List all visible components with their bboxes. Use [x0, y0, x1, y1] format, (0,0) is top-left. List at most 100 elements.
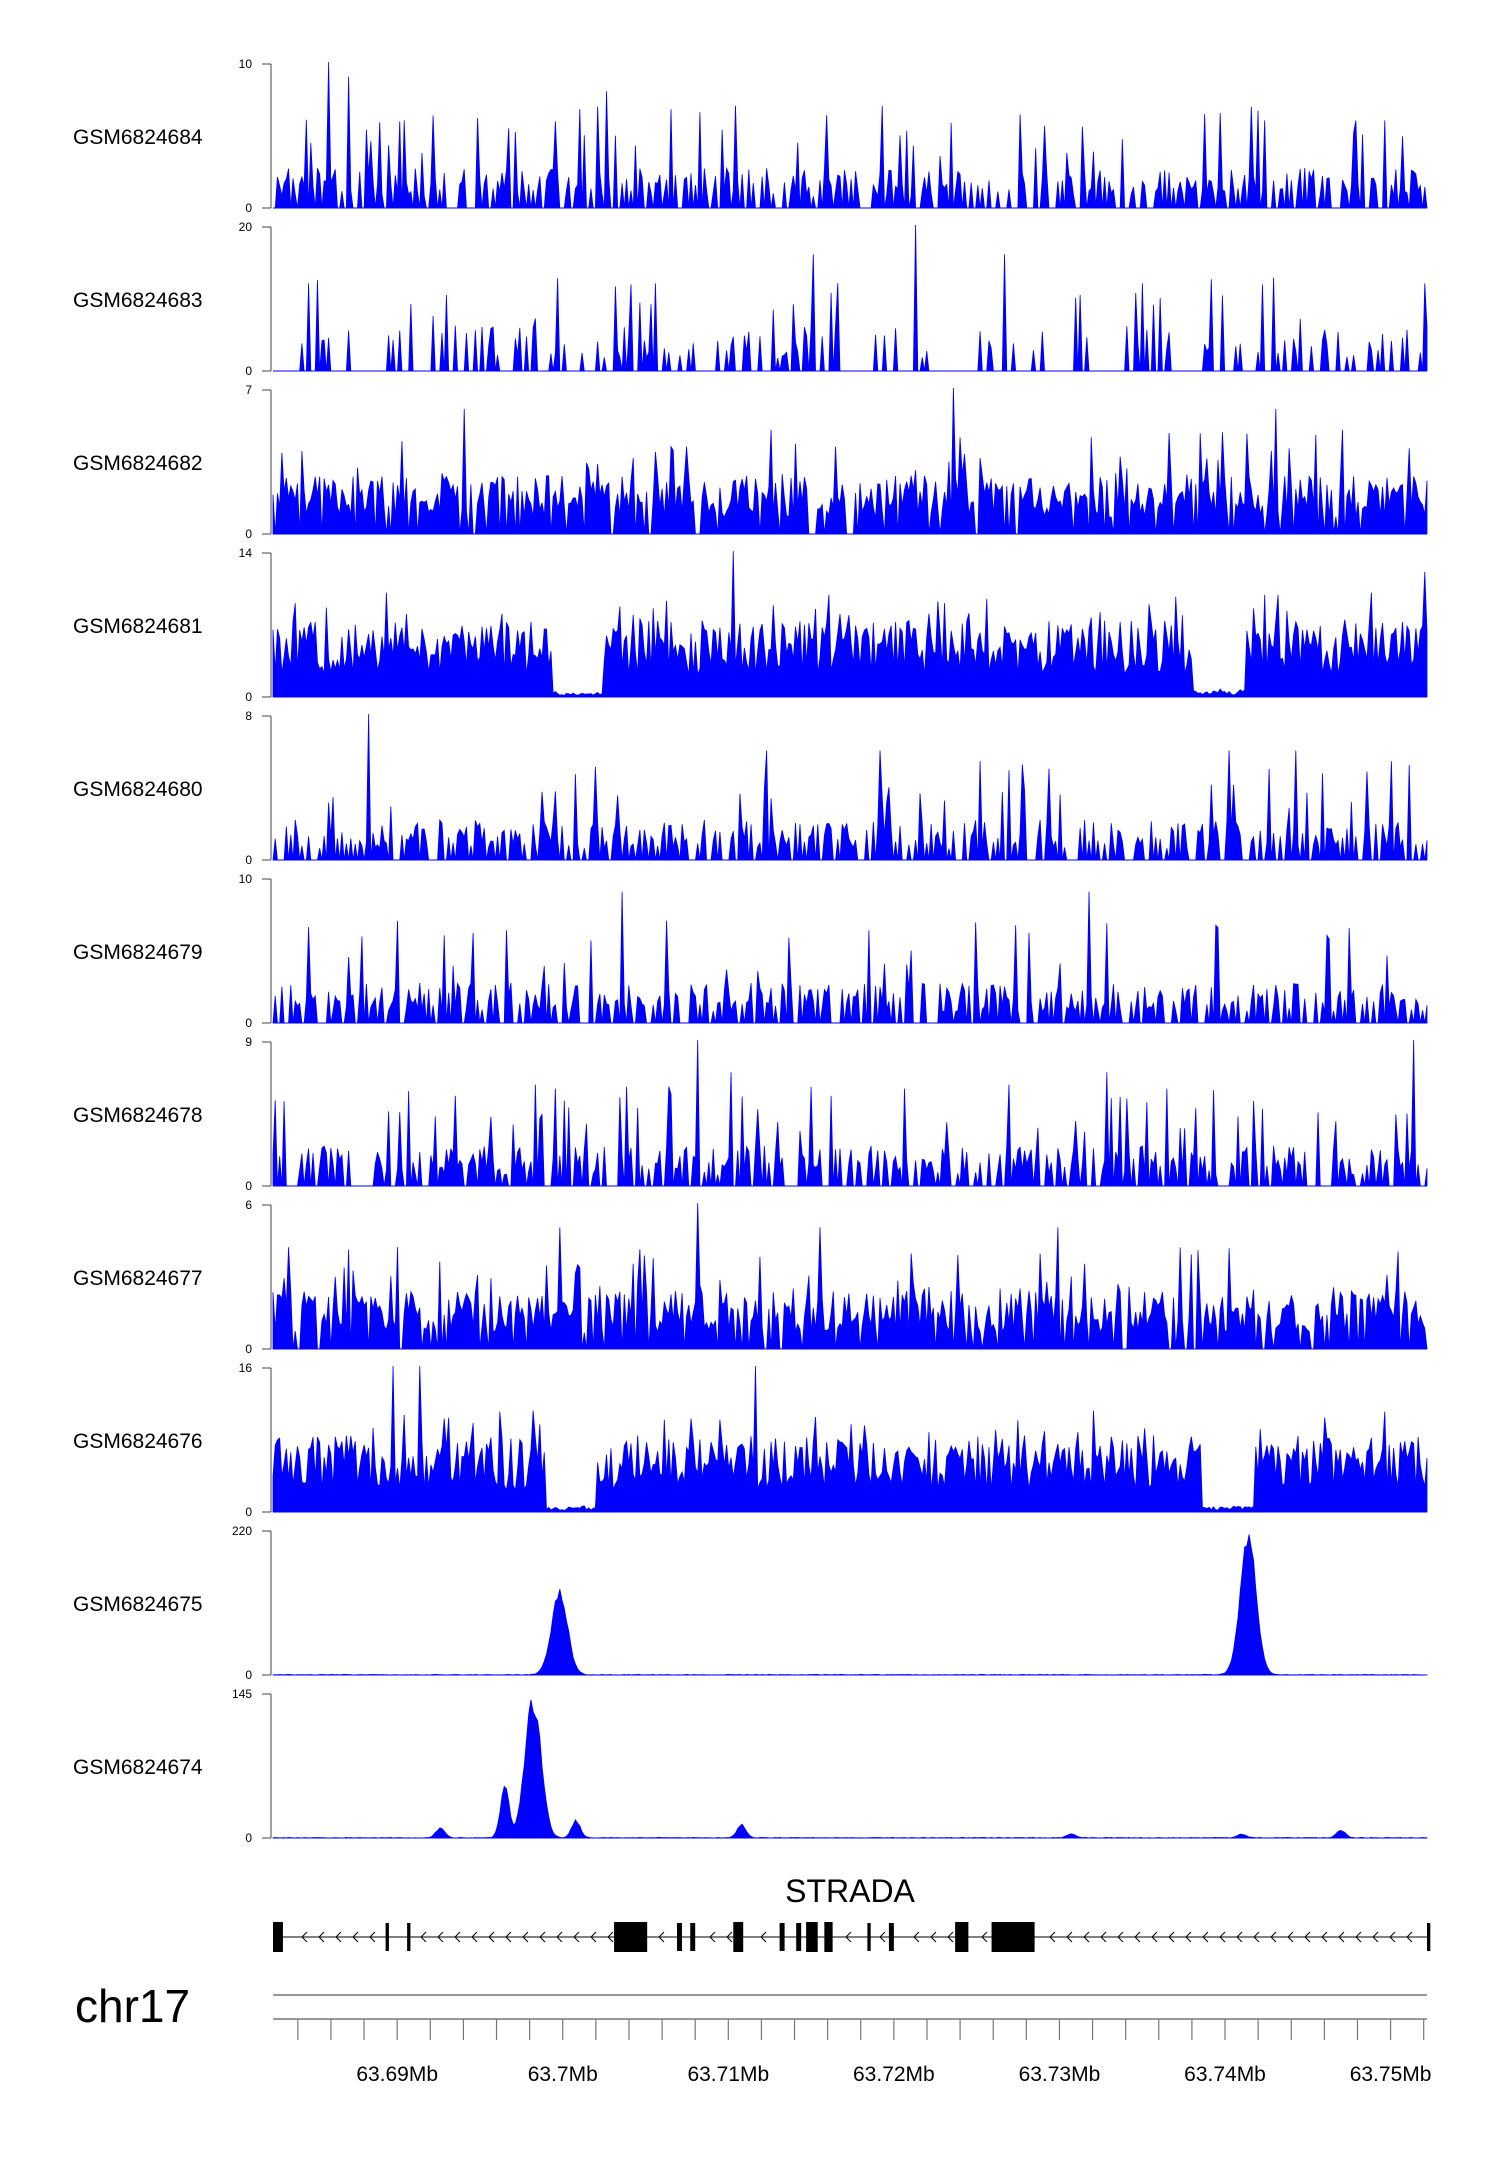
exon [806, 1922, 818, 1952]
strand-arrow [760, 1931, 767, 1943]
strand-arrow [556, 1931, 563, 1943]
strand-arrow [590, 1931, 597, 1943]
strand-arrow [335, 1931, 342, 1943]
track-label: GSM6824678 [73, 1104, 203, 1127]
x-tick-label: 63.72Mb [853, 2063, 935, 2086]
strand-arrow [539, 1931, 546, 1943]
y-max-label: 14 [239, 546, 253, 560]
track-label: GSM6824680 [73, 778, 203, 801]
coverage-area [272, 1699, 1428, 1839]
coverage-area [272, 550, 1428, 698]
y-max-label: 7 [245, 383, 252, 397]
track-label: GSM6824679 [73, 941, 203, 964]
track-label: GSM6824683 [73, 289, 203, 312]
strand-arrow [1219, 1931, 1226, 1943]
strand-arrow [1168, 1931, 1175, 1943]
exon [676, 1923, 682, 1951]
track-GSM6824683: GSM6824683 20 0 [73, 220, 1428, 378]
exon [779, 1923, 785, 1951]
track-label: GSM6824675 [73, 1593, 203, 1616]
strand-arrow [522, 1931, 529, 1943]
strand-arrow [1066, 1931, 1073, 1943]
strand-arrow [1270, 1931, 1277, 1943]
track-label: GSM6824682 [73, 452, 203, 475]
y-min-label: 0 [245, 527, 252, 541]
exon [733, 1922, 744, 1952]
strand-arrow [471, 1931, 478, 1943]
x-tick-label: 63.7Mb [528, 2063, 598, 2086]
y-max-label: 10 [239, 57, 253, 71]
track-GSM6824678: GSM6824678 9 0 [73, 1035, 1428, 1193]
y-min-label: 0 [245, 690, 252, 704]
y-min-label: 0 [245, 201, 252, 215]
y-min-label: 0 [245, 1831, 252, 1845]
coverage-area [272, 891, 1428, 1024]
track-GSM6824682: GSM6824682 7 0 [73, 383, 1428, 541]
coverage-area [272, 713, 1428, 861]
strand-arrow [1406, 1931, 1413, 1943]
strand-arrow [1389, 1931, 1396, 1943]
strand-arrow [301, 1931, 308, 1943]
track-label: GSM6824684 [73, 126, 203, 149]
y-max-label: 220 [232, 1524, 252, 1538]
x-tick-label: 63.73Mb [1019, 2063, 1101, 2086]
y-max-label: 9 [245, 1035, 252, 1049]
track-label: GSM6824677 [73, 1267, 203, 1290]
track-GSM6824680: GSM6824680 8 0 [73, 709, 1428, 867]
strand-arrow [1287, 1931, 1294, 1943]
strand-arrow [1202, 1931, 1209, 1943]
strand-arrow [1372, 1931, 1379, 1943]
strand-arrow [573, 1931, 580, 1943]
strand-arrow [947, 1931, 954, 1943]
exon [867, 1923, 871, 1951]
strand-arrow [1236, 1931, 1243, 1943]
exon [824, 1922, 833, 1952]
coverage-area [273, 224, 1428, 372]
track-GSM6824681: GSM6824681 14 0 [73, 546, 1428, 704]
track-GSM6824684: GSM6824684 10 0 [73, 57, 1428, 215]
gene-track: STRADA [273, 1873, 1431, 1952]
track-GSM6824679: GSM6824679 10 0 [73, 872, 1428, 1030]
x-tick-label: 63.75Mb [1350, 2063, 1432, 2086]
strand-arrow [352, 1931, 359, 1943]
coverage-area [272, 387, 1428, 535]
strand-arrow [437, 1931, 444, 1943]
strand-arrow [879, 1931, 886, 1943]
y-max-label: 8 [245, 709, 252, 723]
exon [273, 1922, 283, 1952]
x-tick-label: 63.71Mb [687, 2063, 769, 2086]
strand-arrow [726, 1931, 733, 1943]
track-GSM6824675: GSM6824675 220 0 [73, 1524, 1428, 1682]
strand-arrow [1321, 1931, 1328, 1943]
y-min-label: 0 [245, 1668, 252, 1682]
axis-marks: 63.69Mb 63.7Mb 63.71Mb 63.72Mb 63.73Mb 63.74M… [273, 1994, 1432, 2086]
track-label: GSM6824681 [73, 615, 203, 638]
strand-arrow [369, 1931, 376, 1943]
track-GSM6824676: GSM6824676 16 0 [73, 1361, 1428, 1519]
track-label: GSM6824674 [73, 1756, 203, 1779]
x-tick-label: 63.69Mb [356, 2063, 438, 2086]
gene-label: STRADA [785, 1873, 915, 1909]
strand-arrow [607, 1931, 614, 1943]
y-max-label: 6 [245, 1198, 252, 1212]
y-min-label: 0 [245, 1505, 252, 1519]
exon [690, 1923, 696, 1951]
exon [955, 1922, 969, 1952]
y-min-label: 0 [245, 1342, 252, 1356]
coverage-tracks: GSM6824684100GSM6824683200GSM682468270GS… [73, 57, 1428, 1845]
strand-arrow [658, 1931, 665, 1943]
strand-arrow [709, 1931, 716, 1943]
y-max-label: 145 [232, 1687, 252, 1701]
strand-arrow [1304, 1931, 1311, 1943]
gene-model [273, 1922, 1431, 1952]
strand-arrow [1049, 1931, 1056, 1943]
strand-arrow [1100, 1931, 1107, 1943]
y-min-label: 0 [245, 1016, 252, 1030]
exon [385, 1923, 389, 1951]
strand-arrow [318, 1931, 325, 1943]
coverage-area [272, 1202, 1428, 1350]
strand-arrow [454, 1931, 461, 1943]
strand-arrow [1253, 1931, 1260, 1943]
genome-axis: chr17 63.69Mb 63.7Mb 63.71Mb 63.72Mb 63.73Mb… [75, 1980, 1431, 2086]
